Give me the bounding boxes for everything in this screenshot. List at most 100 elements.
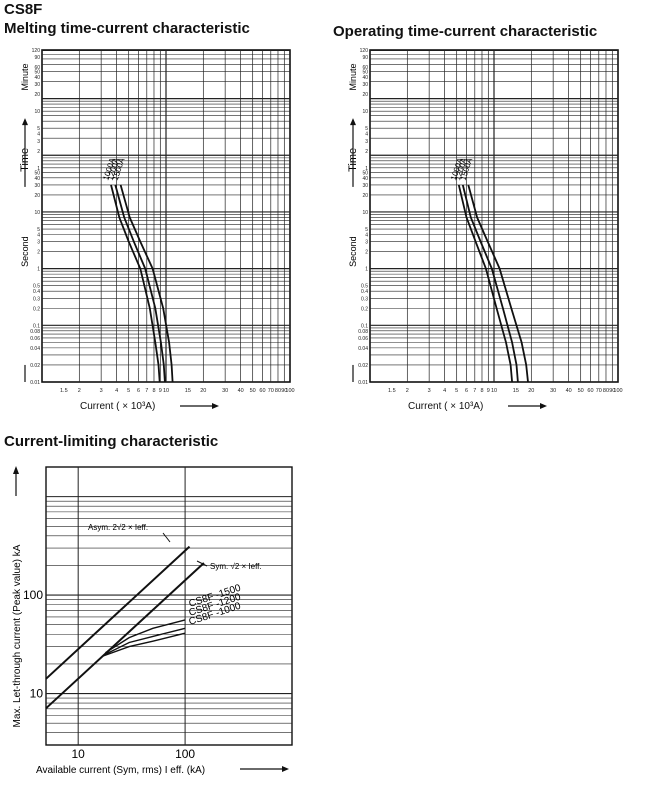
melting-x-tick-label: 90 xyxy=(281,388,287,394)
operating-y-tick-minute: 5 xyxy=(365,126,368,132)
operating-ylabel-second: Second xyxy=(348,236,358,267)
operating-y-tick-minute: 120 xyxy=(360,48,369,54)
melting-y-tick-second: 50 xyxy=(34,170,40,176)
melting-x-tick-label: 1.5 xyxy=(60,388,68,394)
operating-y-arrow-head xyxy=(350,118,356,126)
operating-x-tick-label: 40 xyxy=(566,388,572,394)
melting-curve-1500A xyxy=(119,184,174,383)
operating-y-tick-minute: 30 xyxy=(362,82,368,88)
limiting-line xyxy=(102,632,186,657)
operating-y-tick-minute: 90 xyxy=(362,55,368,61)
melting-ylabel-second: Second xyxy=(20,236,30,267)
melting-y-tick-minute: 10 xyxy=(34,109,40,115)
operating-y-tick-second: 2 xyxy=(365,250,368,256)
operating-y-tick-second: 0.02 xyxy=(358,363,368,369)
melting-y-tick-second: 5 xyxy=(37,227,40,233)
operating-y-tick-minute: 3 xyxy=(365,139,368,145)
melting-y-tick-second: 0.06 xyxy=(30,336,40,342)
melting-curve-1000A xyxy=(110,184,161,383)
melting-x-tick-label: 40 xyxy=(238,388,244,394)
melting-y-tick-minute: 1 xyxy=(37,166,40,172)
operating-x-tick-label: 80 xyxy=(603,388,609,394)
melting-ylabel-minute: Minute xyxy=(20,64,30,91)
melting-y-tick-minute: 30 xyxy=(34,82,40,88)
melting-y-tick-second: 20 xyxy=(34,193,40,199)
limiting-line xyxy=(45,562,205,710)
melting-y-tick-minute: 60 xyxy=(34,65,40,71)
melting-y-tick-second: 0.3 xyxy=(33,296,40,302)
melting-x-tick-label: 10 xyxy=(163,388,169,394)
melting-x-tick-label: 2 xyxy=(78,388,81,394)
melting-y-tick-minute: 20 xyxy=(34,92,40,98)
operating-y-tick-second: 0.2 xyxy=(361,306,368,312)
operating-y-tick-minute: 2 xyxy=(365,149,368,155)
operating-y-tick-second: 0.5 xyxy=(361,284,368,290)
operating-x-tick-label: 4 xyxy=(443,388,446,394)
melting-y-tick-second: 0.01 xyxy=(30,380,40,386)
operating-y-tick-second: 0.01 xyxy=(358,380,368,386)
melting-y-tick-second: 0.04 xyxy=(30,346,40,352)
melting-x-tick-label: 50 xyxy=(250,388,256,394)
operating-y-tick-second: 0.04 xyxy=(358,346,368,352)
melting-y-tick-second: 40 xyxy=(34,176,40,182)
limiting-y-tick-label: 100 xyxy=(23,588,43,602)
operating-x-tick-label: 6 xyxy=(465,388,468,394)
operating-x-arrow-head xyxy=(540,403,547,409)
melting-y-tick-minute: 40 xyxy=(34,75,40,81)
operating-y-tick-second: 0.4 xyxy=(361,289,368,295)
melting-y-tick-second: 0.2 xyxy=(33,306,40,312)
operating-x-tick-label: 9 xyxy=(487,388,490,394)
melting-y-tick-second: 2 xyxy=(37,250,40,256)
melting-y-arrow-head xyxy=(22,118,28,126)
operating-y-tick-second: 20 xyxy=(362,193,368,199)
operating-curve-1000A xyxy=(457,184,513,383)
operating-y-tick-second: 10 xyxy=(362,210,368,216)
limiting-x-tick-label: 100 xyxy=(175,747,195,761)
melting-x-tick-label: 30 xyxy=(222,388,228,394)
operating-x-tick-label: 15 xyxy=(513,388,519,394)
operating-curve-1200A xyxy=(461,184,519,383)
melting-x-tick-label: 3 xyxy=(100,388,103,394)
operating-x-tick-label: 5 xyxy=(455,388,458,394)
operating-y-tick-minute: 40 xyxy=(362,75,368,81)
melting-x-tick-label: 15 xyxy=(185,388,191,394)
limiting-chart-title: Current-limiting characteristic xyxy=(4,433,219,450)
operating-x-tick-label: 50 xyxy=(578,388,584,394)
operating-y-tick-minute: 20 xyxy=(362,92,368,98)
melting-x-arrow-head xyxy=(212,403,219,409)
melting-y-tick-second: 0.4 xyxy=(33,289,40,295)
operating-x-tick-label: 30 xyxy=(550,388,556,394)
operating-y-tick-second: 3 xyxy=(365,240,368,246)
melting-x-tick-label: 4 xyxy=(115,388,118,394)
operating-curve-1500A xyxy=(467,184,529,383)
melting-x-tick-label: 100 xyxy=(285,388,294,394)
model-label: CS8F xyxy=(4,1,43,18)
operating-x-tick-label: 2 xyxy=(406,388,409,394)
operating-x-tick-label: 70 xyxy=(596,388,602,394)
melting-x-tick-label: 9 xyxy=(159,388,162,394)
operating-y-tick-second: 0.08 xyxy=(358,329,368,335)
melting-y-tick-second: 0.1 xyxy=(33,323,40,329)
melting-y-tick-second: 10 xyxy=(34,210,40,216)
operating-x-tick-label: 100 xyxy=(613,388,622,394)
limiting-xlabel: Available current (Sym, rms) I eff. (kA) xyxy=(36,765,205,776)
operating-y-tick-second: 4 xyxy=(365,233,368,239)
limiting-y-tick-label: 10 xyxy=(30,687,44,701)
melting-x-tick-label: 7 xyxy=(145,388,148,394)
melting-y-tick-minute: 3 xyxy=(37,139,40,145)
melting-chart: 1.5 2 3 4 5 6 7 8 9 10 15 20 30 40 50 60 70 80 90100120906… xyxy=(19,48,295,412)
melting-y-tick-second: 0.5 xyxy=(33,284,40,290)
operating-x-tick-label: 7 xyxy=(473,388,476,394)
melting-y-tick-second: 3 xyxy=(37,240,40,246)
melting-y-tick-second: 4 xyxy=(37,233,40,239)
sym-annotation: Sym. √2 × Ieff. xyxy=(210,562,262,571)
operating-x-tick-label: 90 xyxy=(609,388,615,394)
operating-y-tick-second: 50 xyxy=(362,170,368,176)
melting-y-tick-minute: 5 xyxy=(37,126,40,132)
melting-y-tick-second: 0.02 xyxy=(30,363,40,369)
operating-y-tick-minute: 1 xyxy=(365,166,368,172)
melting-xlabel: Current ( × 10³A) xyxy=(80,401,155,412)
asym-annotation: Asym. 2√2 × Ieff. xyxy=(88,523,148,532)
melting-y-tick-minute: 120 xyxy=(32,48,41,54)
limiting-line xyxy=(105,619,186,654)
